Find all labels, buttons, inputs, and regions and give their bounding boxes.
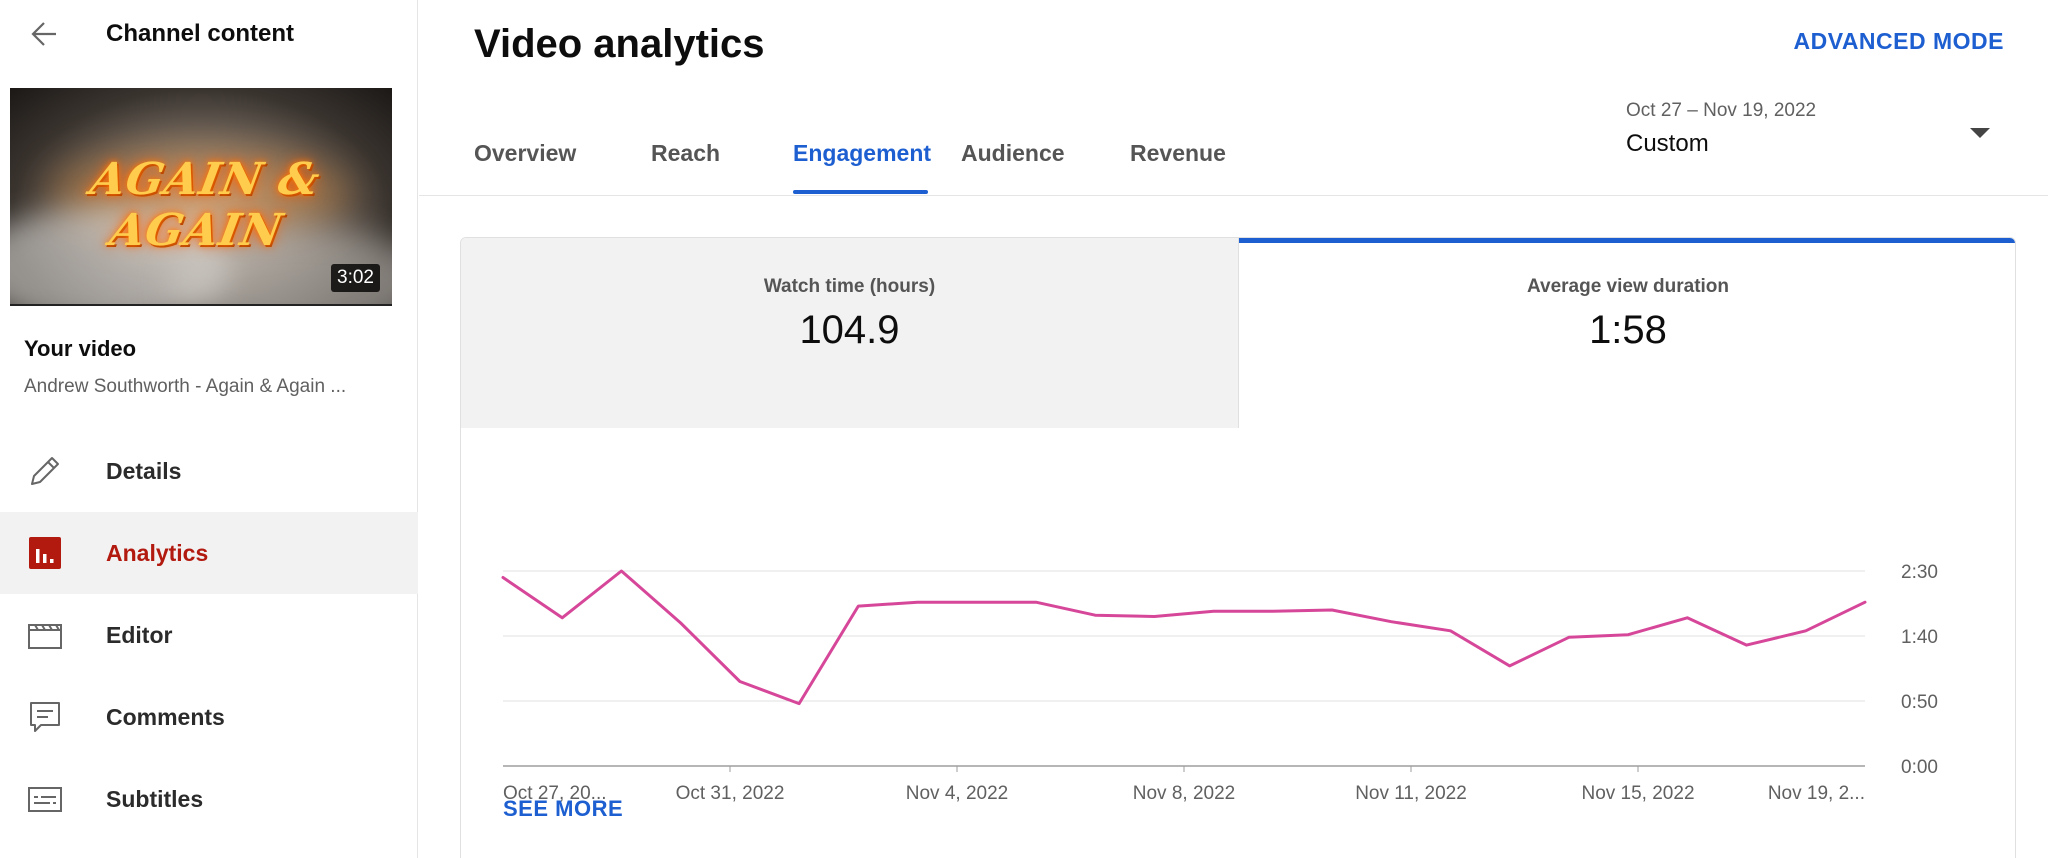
subtitles-icon bbox=[26, 780, 64, 818]
page-title: Video analytics bbox=[474, 22, 765, 66]
y-tick-label: 0:50 bbox=[1901, 692, 1938, 713]
thumbnail-title: AGAIN & AGAIN bbox=[86, 154, 325, 256]
sidebar-item-label: Comments bbox=[106, 703, 225, 730]
metrics-card: Watch time (hours) 104.9 Average view du… bbox=[460, 237, 2016, 858]
metric-label: Watch time (hours) bbox=[763, 276, 936, 297]
average-view-duration-chart: 0:00 0:50 1:40 2:30 Oct 27, 20... Oct 31, 202… bbox=[501, 562, 1938, 804]
tab-reach[interactable]: Reach bbox=[651, 140, 721, 166]
header-divider bbox=[419, 195, 2048, 196]
date-range-label: Custom bbox=[1626, 130, 1709, 157]
analytics-tabs: Overview Reach Engagement Audience Reven… bbox=[474, 130, 1250, 196]
pencil-icon bbox=[26, 452, 64, 490]
your-video-label: Your video bbox=[24, 336, 137, 361]
y-tick-label: 1:40 bbox=[1901, 627, 1938, 648]
x-tick-label: Nov 4, 2022 bbox=[906, 783, 1008, 804]
x-tick-label: Nov 8, 2022 bbox=[1133, 783, 1235, 804]
analytics-icon bbox=[26, 534, 64, 572]
sidebar-item-label: Details bbox=[106, 457, 182, 484]
x-tick-label: Nov 15, 2022 bbox=[1581, 783, 1694, 804]
metric-watch-time[interactable]: Watch time (hours) 104.9 bbox=[461, 238, 1239, 428]
x-tick-label: Oct 31, 2022 bbox=[676, 783, 785, 804]
video-duration-badge: 3:02 bbox=[331, 264, 380, 292]
metric-average-view-duration[interactable]: Average view duration 1:58 bbox=[1239, 238, 2015, 428]
date-range-text: Oct 27 – Nov 19, 2022 bbox=[1626, 100, 1817, 121]
metric-value: 104.9 bbox=[799, 308, 900, 352]
tab-engagement[interactable]: Engagement bbox=[793, 130, 931, 194]
sidebar-title: Channel content bbox=[106, 20, 295, 47]
sidebar-item-label: Editor bbox=[106, 621, 173, 648]
advanced-mode-button[interactable]: ADVANCED MODE bbox=[1793, 28, 2004, 54]
tab-revenue[interactable]: Revenue bbox=[1130, 140, 1226, 166]
sidebar-item-label: Analytics bbox=[106, 539, 209, 566]
clapperboard-icon bbox=[26, 616, 64, 654]
caret-down-icon bbox=[1970, 128, 1990, 138]
back-arrow-icon[interactable] bbox=[26, 14, 66, 54]
sidebar-item-subtitles[interactable]: Subtitles bbox=[0, 758, 418, 840]
video-thumbnail[interactable]: AGAIN & AGAIN 3:02 bbox=[10, 88, 392, 306]
x-tick-label: Oct 27, 20... bbox=[503, 783, 607, 804]
x-tick-label: Nov 11, 2022 bbox=[1355, 783, 1467, 804]
video-name: Andrew Southworth - Again & Again ... bbox=[24, 376, 347, 397]
x-tick-label: Nov 19, 2... bbox=[1768, 783, 1865, 804]
sidebar-item-comments[interactable]: Comments bbox=[0, 676, 418, 758]
y-tick-label: 2:30 bbox=[1901, 562, 1938, 583]
sidebar-item-analytics[interactable]: Analytics bbox=[0, 512, 418, 594]
sidebar-item-details[interactable]: Details bbox=[0, 430, 418, 512]
comment-icon bbox=[26, 698, 64, 736]
metric-label: Average view duration bbox=[1526, 276, 1730, 297]
metric-value: 1:58 bbox=[1589, 308, 1667, 352]
date-range-dropdown[interactable]: Oct 27 – Nov 19, 2022 Custom bbox=[1626, 100, 2002, 170]
series-line bbox=[501, 569, 1867, 706]
y-tick-label: 0:00 bbox=[1901, 757, 1938, 778]
see-more-link[interactable]: SEE MORE bbox=[503, 796, 624, 821]
tab-audience[interactable]: Audience bbox=[961, 140, 1065, 166]
sidebar: Channel content AGAIN & AGAIN 3:02 Your … bbox=[0, 0, 418, 858]
sidebar-item-label: Subtitles bbox=[106, 785, 204, 812]
sidebar-item-editor[interactable]: Editor bbox=[0, 594, 418, 676]
tab-overview[interactable]: Overview bbox=[474, 140, 577, 166]
